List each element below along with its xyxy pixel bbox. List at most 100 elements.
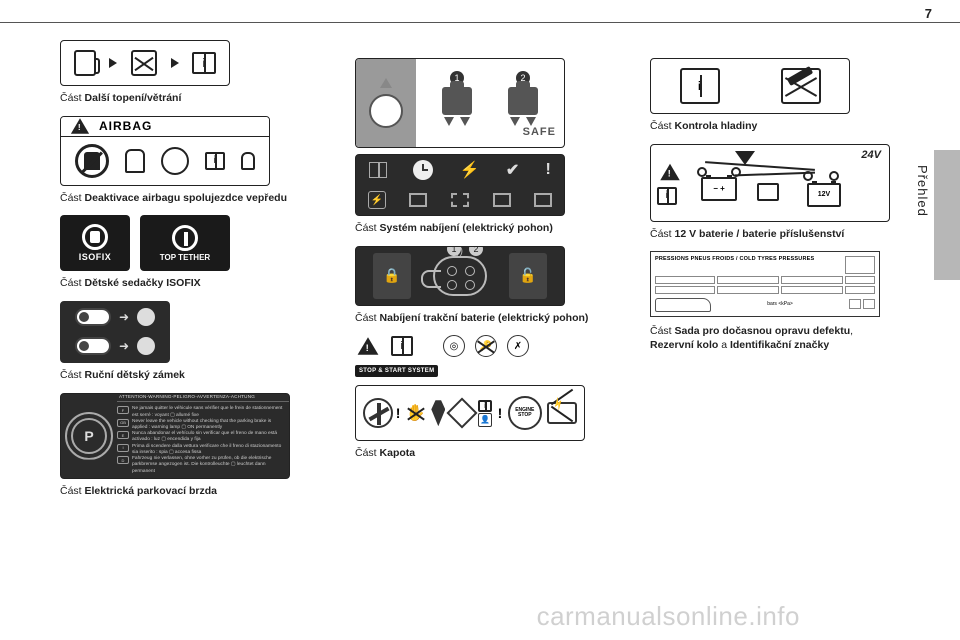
battery-12v-icon: 12V (807, 183, 841, 207)
caption-bold: Další topení/větrání (85, 92, 182, 104)
seat-icon (508, 87, 538, 115)
caption: Část 12 V baterie / baterie příslušenstv… (650, 228, 910, 242)
isofix-label: ISOFIX (79, 252, 112, 262)
cable-icon (705, 161, 815, 171)
safe-label: SAFE (424, 126, 556, 138)
isofix-row: ISOFIX TOP TETHER (60, 215, 327, 271)
caption-prefix: Část (355, 447, 380, 459)
top-tether-label: TOP TETHER (160, 253, 210, 262)
caption-prefix: Část (650, 228, 675, 240)
down-arrow-icon (460, 117, 470, 126)
clock-icon (413, 160, 433, 180)
arrow-icon (171, 58, 179, 68)
caption: Část Další topení/větrání (60, 92, 327, 106)
stopstart-row: i ◎ 🔑 ✗ (355, 335, 622, 357)
section-label: Přehled (914, 165, 930, 265)
caption-bold: Systém nabíjení (elektrický pohon) (380, 222, 553, 234)
caption-bold: Identifikační značky (730, 339, 829, 351)
plug-icon: ⚡ (368, 191, 386, 209)
indicator-icon (409, 193, 427, 207)
manual-icon: i (478, 400, 492, 412)
caption-bold: Elektrická parkovací brzda (85, 485, 218, 497)
arrow-icon: ➜ (119, 339, 129, 353)
safe-right-panel: 1 2 SAFE (416, 67, 564, 140)
caption-prefix: Část (355, 222, 380, 234)
indicator-icon (451, 193, 469, 207)
page-number: 7 (925, 6, 932, 21)
keyfob-icon (433, 256, 487, 296)
globe-icon: ✗ (507, 335, 529, 357)
tyre-grid (655, 276, 875, 294)
fuel-pump-icon (74, 50, 96, 76)
down-arrow-icon (510, 117, 520, 126)
clamp-icon (829, 171, 839, 181)
caption-bold: Deaktivace airbagu spolujezdce vepředu (85, 192, 288, 204)
caption-prefix: Část (60, 485, 85, 497)
caption: Část Elektrická parkovací brzda (60, 485, 327, 499)
caption-prefix: Část (60, 277, 85, 289)
sticker-level-check: i (650, 58, 850, 114)
person-icon: 👤 (478, 413, 492, 427)
caption-bold: Kontrola hladiny (675, 120, 758, 132)
column-1: i Část Další topení/větrání AIRBAG i Čás… (60, 40, 327, 508)
top-rule (0, 22, 960, 23)
unlock-panel-icon: 🔓 (509, 253, 547, 299)
sticker-fuel-heating: i (60, 40, 230, 86)
seat-icon (125, 149, 145, 173)
down-arrow-icon (444, 117, 454, 126)
sticker-airbag: AIRBAG i (60, 116, 270, 186)
hand-icon (241, 152, 255, 170)
seat-icon (442, 87, 472, 115)
section-tab (934, 150, 960, 280)
caption: Část Deaktivace airbagu spolujezdce vepř… (60, 192, 327, 206)
toggle-icon (75, 337, 111, 355)
manual-icon (369, 162, 387, 178)
manual-icon: i (205, 152, 225, 170)
person-adult-icon (137, 308, 155, 326)
target-icon: ◎ (443, 335, 465, 357)
arrow-icon: ➜ (119, 310, 129, 324)
no-carwash-icon (131, 50, 157, 76)
engine-block-icon (757, 183, 779, 201)
content-columns: i Část Další topení/větrání AIRBAG i Čás… (60, 40, 910, 508)
sticker-traction-battery: 🔒 ))) 1 2 🔓 (355, 246, 565, 306)
caption-prefix: Část (650, 325, 675, 337)
manual-icon: i (657, 187, 677, 205)
caption-bold: Sada pro dočasnou opravu defektu (675, 325, 851, 337)
caption: Část Dětské sedačky ISOFIX (60, 277, 327, 291)
caption-prefix: Část (60, 192, 85, 204)
caption: Část Systém nabíjení (elektrický pohon) (355, 222, 622, 236)
caption-prefix: Část (355, 312, 380, 324)
key-number-2: 2 (469, 246, 483, 256)
manual-icon: i (391, 336, 413, 356)
isofix-badge: ISOFIX (60, 215, 130, 271)
caption-prefix: Část (60, 92, 85, 104)
pbrake-header: ATTENTION-WARNING-PELIGRO-AVVERTENZA-ACH… (117, 393, 289, 403)
arrow-icon (109, 58, 117, 68)
caption-bold: Ruční dětský zámek (85, 369, 185, 381)
manual-box-icon: i (680, 68, 720, 104)
qr-placeholder (845, 256, 875, 274)
fan-icon (363, 398, 393, 428)
column-2: 1 2 SAFE (355, 40, 622, 508)
watermark: carmanualsonline.info (537, 601, 800, 632)
sticker-safe-seats: 1 2 SAFE (355, 58, 565, 148)
warning-icon (71, 118, 89, 133)
sticker-parking-brake: P ATTENTION-WARNING-PELIGRO-AVVERTENZA-A… (60, 393, 290, 479)
tyre-cell (863, 299, 875, 309)
caption: Část Sada pro dočasnou opravu defektu, R… (650, 325, 910, 352)
toggle-icon (75, 308, 111, 326)
caption-sep: , (850, 325, 853, 337)
sticker-12v-battery: 24V i − + 12V (650, 144, 890, 222)
tyre-units: bars <kPa> (767, 301, 793, 307)
warning-icon (358, 337, 379, 355)
indicator-icon (534, 193, 552, 207)
tie-icon (431, 400, 445, 426)
warning-icon: ! (498, 405, 503, 421)
caption-bold: Kapota (380, 447, 416, 459)
airbag-banner: AIRBAG (61, 117, 269, 137)
sticker-charging-system: ⚡ ✔ ! ⚡ (355, 154, 565, 216)
tyre-header: PRESSIONS PNEUS FROIDS / COLD TYRES PRES… (655, 256, 814, 262)
no-refuel-icon (781, 68, 821, 104)
airbag-burst-icon (161, 147, 189, 175)
